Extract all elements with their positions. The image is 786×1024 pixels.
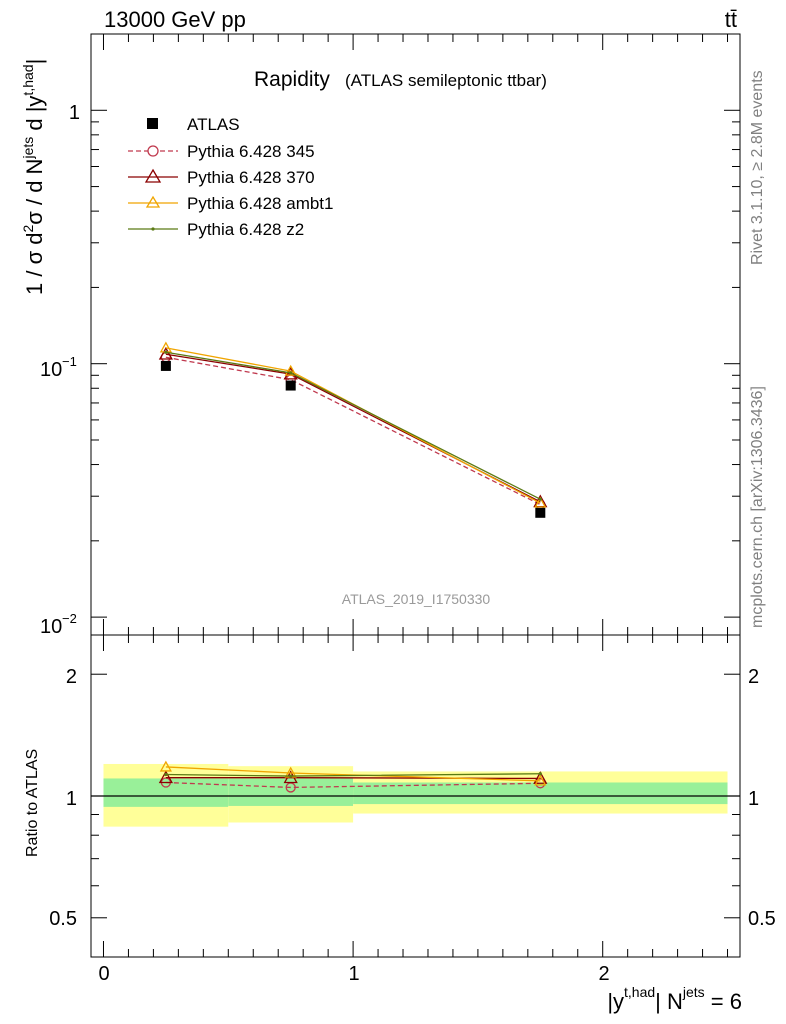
xtick-label-1: 1 [348, 963, 359, 985]
legend-label-z2: Pythia 6.428 z2 [187, 220, 304, 239]
legend-marker-345 [147, 145, 159, 157]
series-line-pythia-6-428-ambt1 [165, 347, 541, 504]
legend: ATLAS Pythia 6.428 345 Pythia 6.428 370 … [128, 115, 333, 239]
chart-subtitle: (ATLAS semileptonic ttbar) [345, 71, 547, 90]
ytick-label-0.01: 10 −2 [40, 611, 77, 638]
ratio-ytick-label-0.5-right: 0.5 [748, 908, 776, 930]
main-series-layer [158, 341, 548, 518]
ylabel-part-b: σ / d N [22, 159, 47, 225]
ylabel-part-a: 1 / σ d [22, 233, 47, 296]
band-green-2 [353, 782, 728, 805]
band-green-0 [103, 778, 229, 807]
ratio-point-pythia-6-428-ambt1-0 [159, 760, 172, 772]
ytick-label-0.01-exp: −2 [62, 611, 77, 626]
xtick-label-0: 0 [98, 963, 109, 985]
point-pythia-6-428-z2-2 [538, 497, 542, 501]
ratio-point-pythia-6-428-z2-2 [538, 772, 542, 776]
ylabel-sup-b: jets [20, 137, 36, 160]
ytick-label-0.1: 10 −1 [40, 354, 77, 381]
x-axis-label: |yt,had| Njets = 6 [607, 984, 742, 1014]
point-pythia-6-428-370-1 [283, 366, 298, 380]
ratio-frame [90, 634, 741, 958]
energy-label: 13000 GeV pp [104, 7, 246, 32]
ratio-point-pythia-6-428-z2-1 [289, 774, 293, 778]
xlabel-sup-a: t,had [624, 984, 655, 1000]
series-line-pythia-6-428-z2 [165, 351, 541, 500]
ratio-panel: 2 1 0.5 2 1 0.5 Ratio to ATLAS 0 1 2 |yt… [24, 634, 776, 1014]
legend-marker-ambt1 [145, 195, 161, 208]
ratio-y-axis-label: Ratio to ATLAS [24, 749, 41, 857]
point-pythia-6-428-370-0 [158, 346, 173, 360]
point-pythia-6-428-ambt1-2 [534, 496, 547, 508]
ratio-line-pythia-6-428-345 [165, 781, 541, 789]
xlabel-part-c: = 6 [705, 989, 742, 1014]
process-label: tt̄ [725, 7, 737, 32]
ylabel-part-c: d |y [22, 96, 47, 137]
legend-label-atlas: ATLAS [187, 115, 240, 134]
legend-marker-z2 [151, 227, 155, 231]
ratio-line-pythia-6-428-ambt1 [165, 766, 541, 782]
main-y-axis-label: 1 / σ d2σ / d Njets d |yt,had| [20, 59, 47, 295]
point-atlas-1 [285, 380, 296, 391]
legend-label-370: Pythia 6.428 370 [187, 168, 315, 187]
ratio-ytick-label-1: 1 [66, 788, 77, 810]
ratio-point-pythia-6-428-z2-0 [164, 772, 168, 777]
ratio-ytick-label-1-right: 1 [748, 788, 759, 810]
series-line-pythia-6-428-370 [165, 353, 541, 503]
mcplots-label: mcplots.cern.ch [arXiv:1306.3436] [749, 386, 766, 628]
legend-marker-370 [144, 168, 162, 183]
series-line-pythia-6-428-345 [165, 356, 541, 506]
chart-title: Rapidity [254, 68, 330, 91]
ratio-point-pythia-6-428-370-2 [533, 771, 548, 784]
xlabel-part-a: |y [607, 989, 624, 1014]
ytick-label-1: 1 [69, 102, 80, 124]
legend-label-345: Pythia 6.428 345 [187, 142, 315, 161]
legend-label-ambt1: Pythia 6.428 ambt1 [187, 194, 333, 213]
main-panel: Rapidity (ATLAS semileptonic ttbar) ATLA… [20, 33, 741, 638]
rivet-label: Rivet 3.1.10, ≥ 2.8M events [749, 70, 766, 265]
ratio-series-layer [158, 760, 548, 793]
point-pythia-6-428-ambt1-1 [284, 364, 297, 376]
watermark: ATLAS_2019_I1750330 [342, 591, 491, 607]
xlabel-part-b: | N [655, 989, 683, 1014]
ytick-label-0.01-base: 10 [40, 616, 62, 638]
xlabel-sup-b: jets [682, 984, 705, 1000]
ratio-ytick-label-2: 2 [66, 666, 77, 688]
xtick-label-2: 2 [598, 963, 609, 985]
ratio-point-pythia-6-428-ambt1-2 [534, 774, 547, 786]
ratio-ytick-label-2-right: 2 [748, 666, 759, 688]
ylabel-sup-a: 2 [20, 225, 36, 233]
ytick-label-0.1-base: 10 [40, 359, 62, 381]
ylabel-sup-c: t,had [20, 64, 36, 95]
point-pythia-6-428-z2-1 [289, 371, 293, 375]
legend-marker-atlas [147, 118, 158, 129]
ratio-axis-ticks [91, 635, 740, 958]
ratio-ytick-label-0.5: 0.5 [49, 908, 77, 930]
point-pythia-6-428-z2-0 [164, 350, 168, 354]
ytick-label-0.1-exp: −1 [62, 354, 77, 369]
point-atlas-0 [160, 360, 171, 371]
point-atlas-2 [535, 507, 546, 518]
ylabel-part-d: | [22, 59, 47, 65]
ratio-point-pythia-6-428-370-0 [158, 770, 173, 784]
ratio-uncertainty-bands [91, 763, 740, 827]
